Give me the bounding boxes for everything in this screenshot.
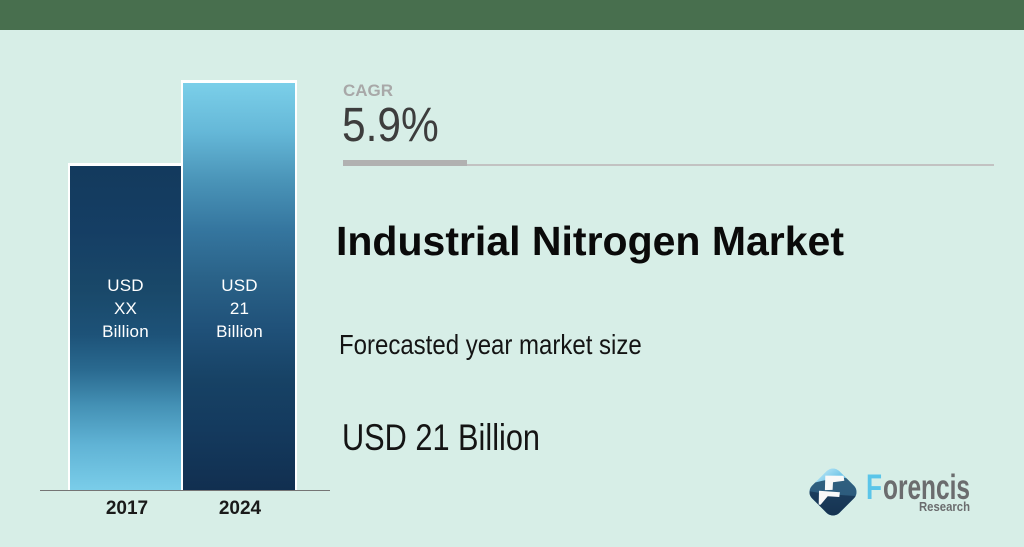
- svg-text:F: F: [866, 468, 882, 507]
- svg-text:Research: Research: [919, 500, 970, 514]
- svg-text:orencis: orencis: [883, 468, 970, 507]
